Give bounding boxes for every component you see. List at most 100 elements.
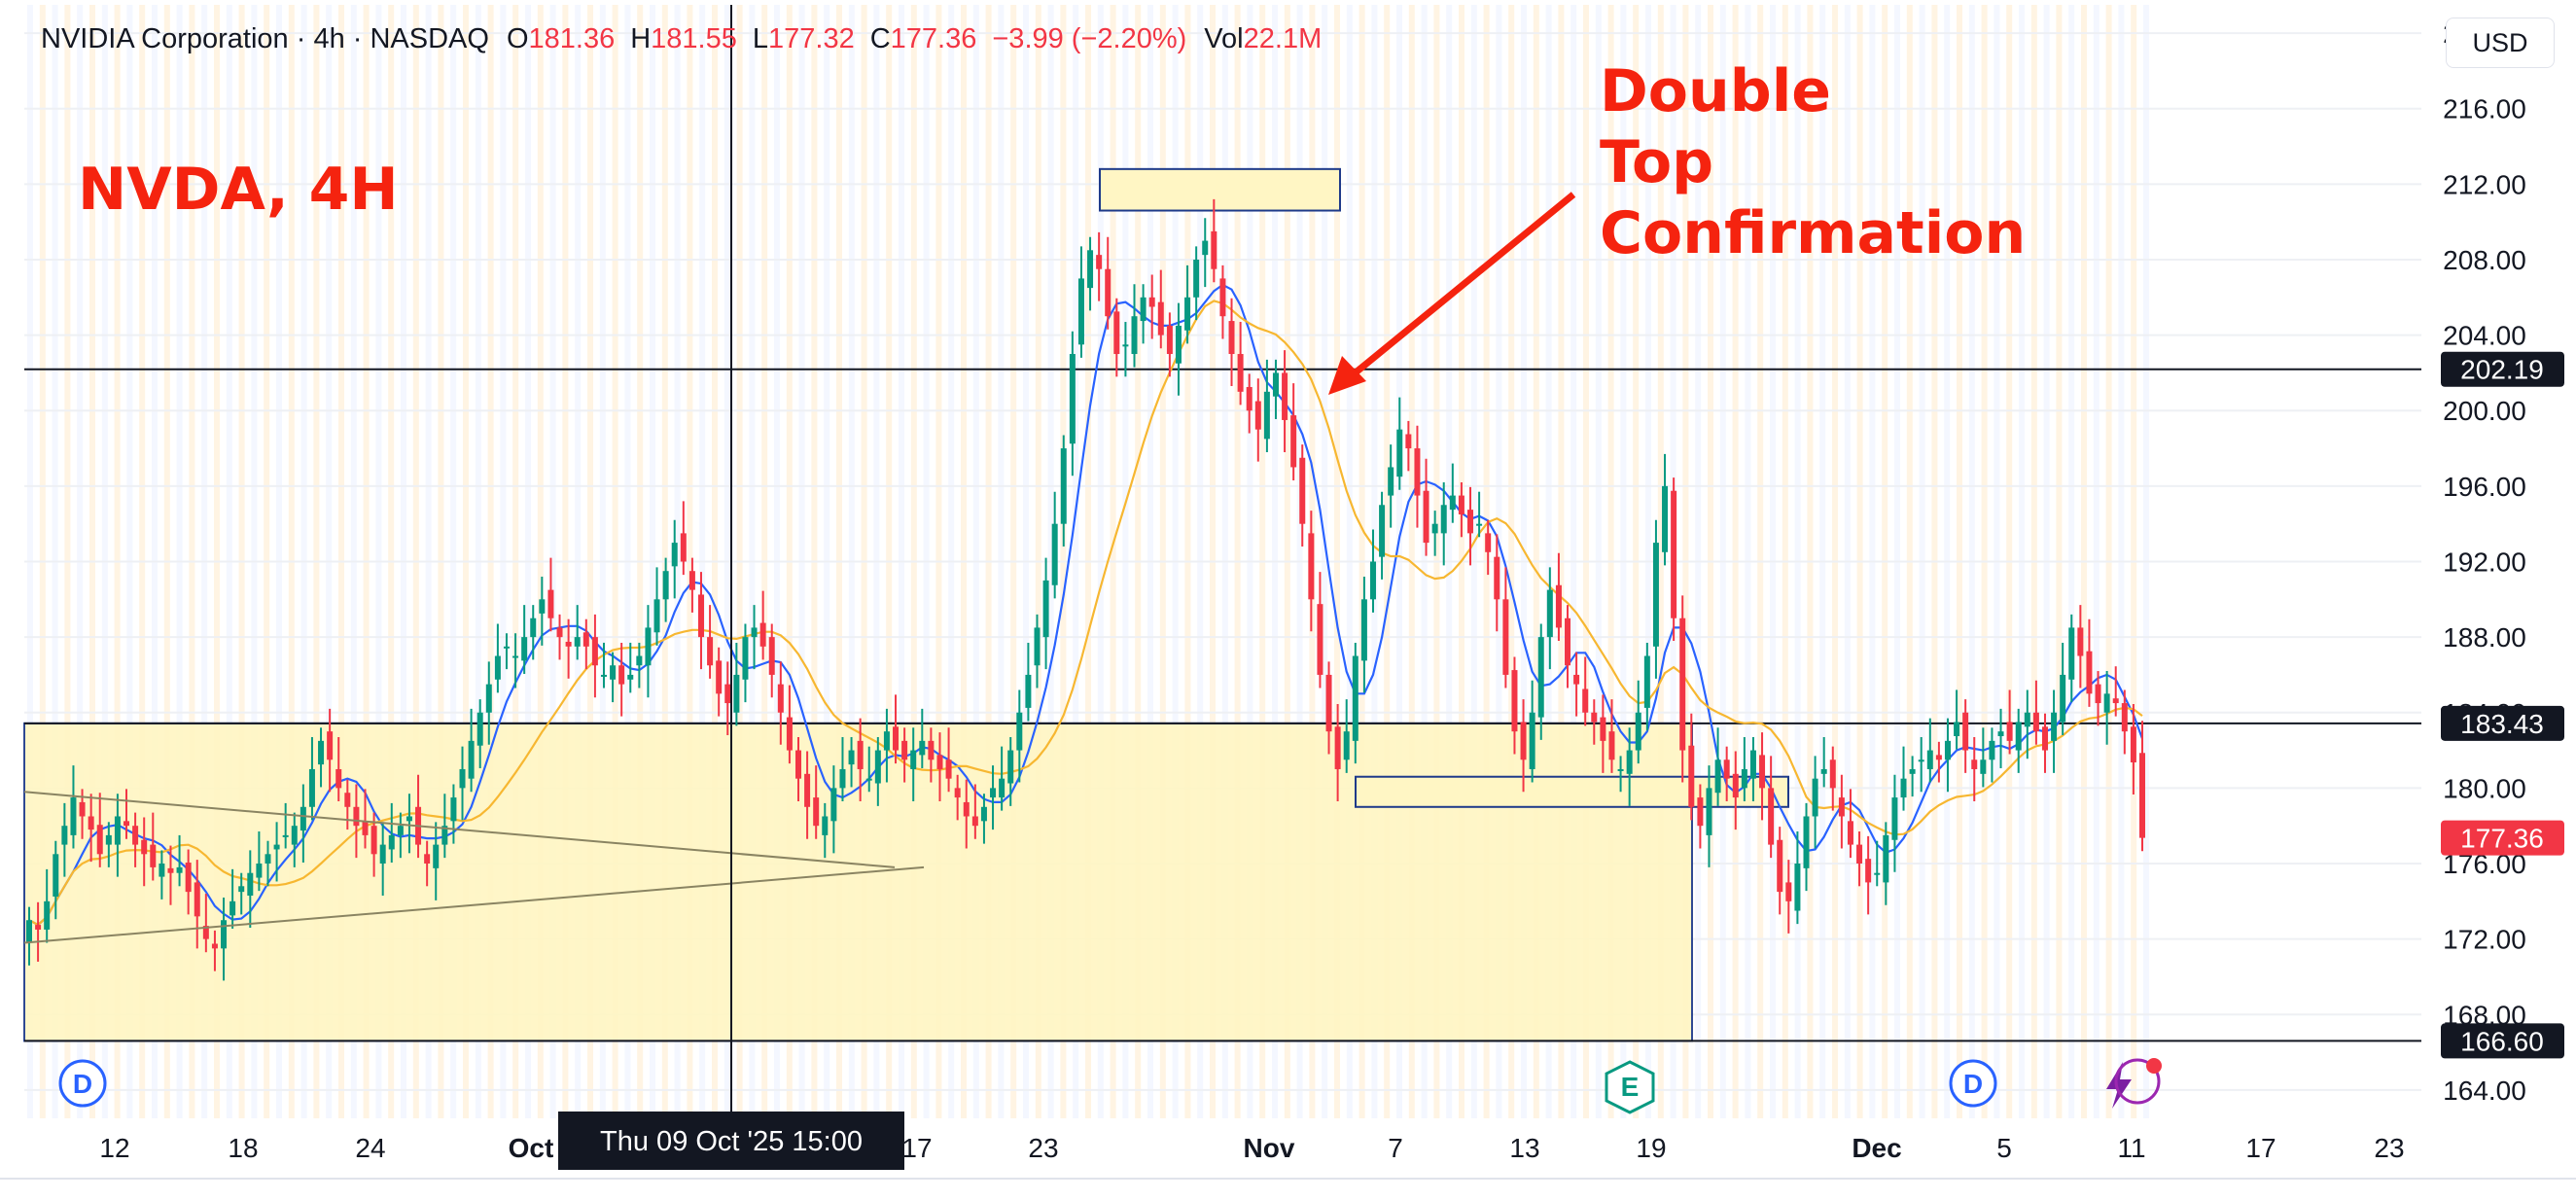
time-axis[interactable]: 12 18 24 Oct 17 23 Nov 7 13 19 Dec 5 11 17 23 Thu 09 Oc… [0,1112,2576,1180]
time-tick-label: 19 [1636,1133,1666,1163]
price-axis[interactable]: 164.00168.00172.00176.00180.00184.00188.… [2441,18,2564,1106]
candle-body [574,637,581,647]
candle-body [530,618,537,638]
time-tick-label: Oct [509,1133,554,1163]
time-tick-label: 23 [1028,1133,1058,1163]
candle-body [353,806,360,827]
candle-body [221,920,228,949]
candle-body [1369,561,1376,600]
candle-body [980,806,987,822]
dividend-marker [1949,1059,1997,1108]
candle-body [1529,712,1535,769]
earnings-marker-letter: E [1621,1072,1640,1102]
candle-body [857,740,864,769]
candle-body [610,665,617,680]
candle-body [70,797,77,835]
candle-body [1909,768,1916,774]
candle-body [1874,872,1881,875]
candle-body [963,801,970,817]
candle-body [627,674,634,680]
candle-body [1635,712,1641,751]
candle-body [883,731,890,751]
candle-body [1847,821,1853,845]
candle-body [1565,618,1571,666]
candle-body [1794,864,1801,911]
triangle-lower-line [23,865,925,944]
candle-body [874,750,881,784]
candle-body [1423,490,1429,544]
close-label: C [869,23,891,54]
candle-body [1166,325,1173,355]
candle-body [1820,768,1827,774]
candle-body [662,571,669,600]
lightning-icon [2106,1062,2132,1109]
candle-body [441,826,448,845]
price-level-badge [2441,705,2564,741]
candle-body [318,740,325,765]
price-tick-label: 188.00 [2443,622,2526,653]
candle-body [202,926,209,939]
candlesticks[interactable] [26,198,2145,981]
candle-body [539,599,546,614]
candle-body [1671,490,1677,618]
candle-body [1388,467,1394,496]
candle-body [1405,434,1412,449]
candle-body [1980,759,1987,774]
candle-body [1617,768,1624,771]
candle-body [954,788,961,798]
candle-body [1883,834,1889,883]
candle-body [1608,731,1615,760]
candle-body [1379,505,1386,557]
candle-body [2051,712,2058,741]
candle-body [521,637,528,661]
candle-body [238,886,245,893]
candle-body [688,571,695,590]
candle-body [1122,344,1129,347]
candle-body [371,826,377,855]
candle-body [1069,354,1076,444]
candle-body [1325,674,1332,732]
price-tick-label: 172.00 [2443,925,2526,955]
candle-body [2015,722,2022,751]
candle-body [503,646,510,649]
candle-body [804,773,811,807]
candle-body [397,826,404,835]
high-value: 181.55 [651,23,737,54]
event-dot-icon [2146,1058,2162,1074]
candle-body [88,816,94,830]
candle-body [1989,740,1995,760]
currency-button[interactable]: USD [2446,18,2555,68]
candle-body [1759,755,1766,789]
candle-body [1077,278,1084,345]
candle-body [865,778,872,781]
candle-body [300,806,306,831]
symbol-name[interactable]: NVIDIA Corporation · 4h · NASDAQ [41,23,489,54]
candle-body [150,844,157,867]
annotation-arrow-shaft [1347,192,1576,380]
time-tick-label: 17 [901,1133,932,1163]
open-label: O [506,23,529,54]
candle-body [211,943,218,949]
dividend-marker-letter: D [73,1069,92,1099]
candle-body [556,627,563,638]
candle-body [1520,722,1527,760]
candle-body [1343,731,1350,760]
candle-body [1803,816,1810,868]
candle-body [1016,712,1023,751]
candle-body [928,740,935,760]
candle-body [1476,523,1483,526]
candle-body [1202,240,1209,256]
candle-body [1829,759,1836,789]
candle-body [1060,448,1067,524]
candle-body [565,641,572,647]
candle-body [282,834,289,837]
candle-body [1157,301,1164,335]
candle-body [2077,627,2084,656]
candle-body [1175,325,1182,364]
candle-body [1042,580,1049,638]
candle-body [600,674,607,677]
candle-body [1105,268,1112,317]
candle-body [26,920,32,943]
candle-body [733,674,740,713]
